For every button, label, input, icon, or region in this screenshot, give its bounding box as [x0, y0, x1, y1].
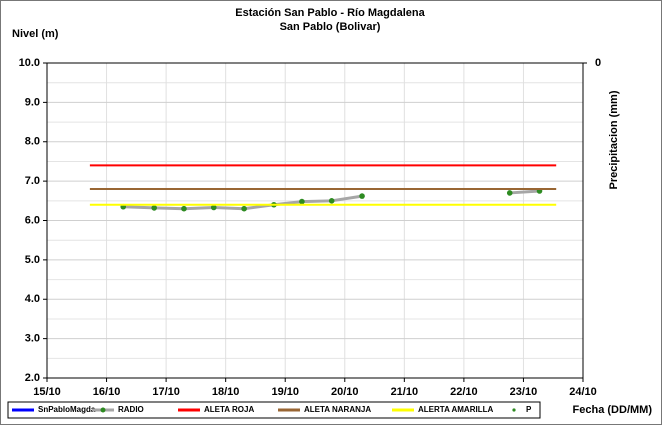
point: [210, 204, 217, 211]
y-tick-label: 6.0: [25, 214, 40, 226]
point: [506, 190, 513, 196]
x-tick-label: 23/10: [510, 386, 538, 398]
point: [151, 205, 157, 211]
series-line: [509, 189, 540, 195]
point: [241, 205, 247, 212]
y-tick-label: 7.0: [25, 175, 40, 187]
point: [299, 198, 305, 205]
y-tick-label: 3.0: [25, 333, 40, 345]
point: [181, 205, 187, 212]
y2-tick-label: 0: [595, 57, 601, 69]
legend-label: SnPabloMagda: [38, 405, 96, 414]
legend-swatch: [512, 408, 516, 412]
chart-subtitle: San Pablo (Bolivar): [280, 21, 381, 33]
legend-label: RADIO: [118, 405, 144, 414]
y2-axis-label: Precipitacion (mm): [608, 90, 620, 189]
x-tick-label: 24/10: [569, 386, 597, 398]
point: [359, 193, 365, 199]
legend-label: ALETA NARANJA: [304, 405, 371, 414]
legend-label: P: [526, 405, 532, 414]
y-tick-label: 10.0: [19, 57, 40, 69]
x-tick-label: 20/10: [331, 386, 359, 398]
y-tick-label: 9.0: [25, 96, 40, 108]
x-tick-label: 17/10: [152, 386, 180, 398]
x-tick-label: 15/10: [33, 386, 61, 398]
y-tick-label: 4.0: [25, 293, 40, 305]
y-axis-label: Nivel (m): [12, 28, 59, 40]
x-tick-label: 16/10: [93, 386, 121, 398]
point: [328, 198, 335, 204]
y-tick-label: 5.0: [25, 254, 40, 266]
legend-marker: [100, 407, 106, 413]
x-tick-label: 22/10: [450, 386, 478, 398]
x-tick-label: 21/10: [391, 386, 419, 398]
x-axis-label: Fecha (DD/MM): [573, 404, 653, 416]
chart-title: Estación San Pablo - Río Magdalena: [235, 7, 425, 19]
x-tick-label: 19/10: [271, 386, 299, 398]
legend-box: [7, 401, 541, 419]
legend-label: ALERTA AMARILLA: [418, 405, 493, 414]
legend-label: ALETA ROJA: [204, 405, 254, 414]
y-tick-label: 2.0: [25, 372, 40, 384]
plot-border: [46, 62, 584, 379]
y-tick-label: 8.0: [25, 136, 40, 148]
x-tick-label: 18/10: [212, 386, 240, 398]
